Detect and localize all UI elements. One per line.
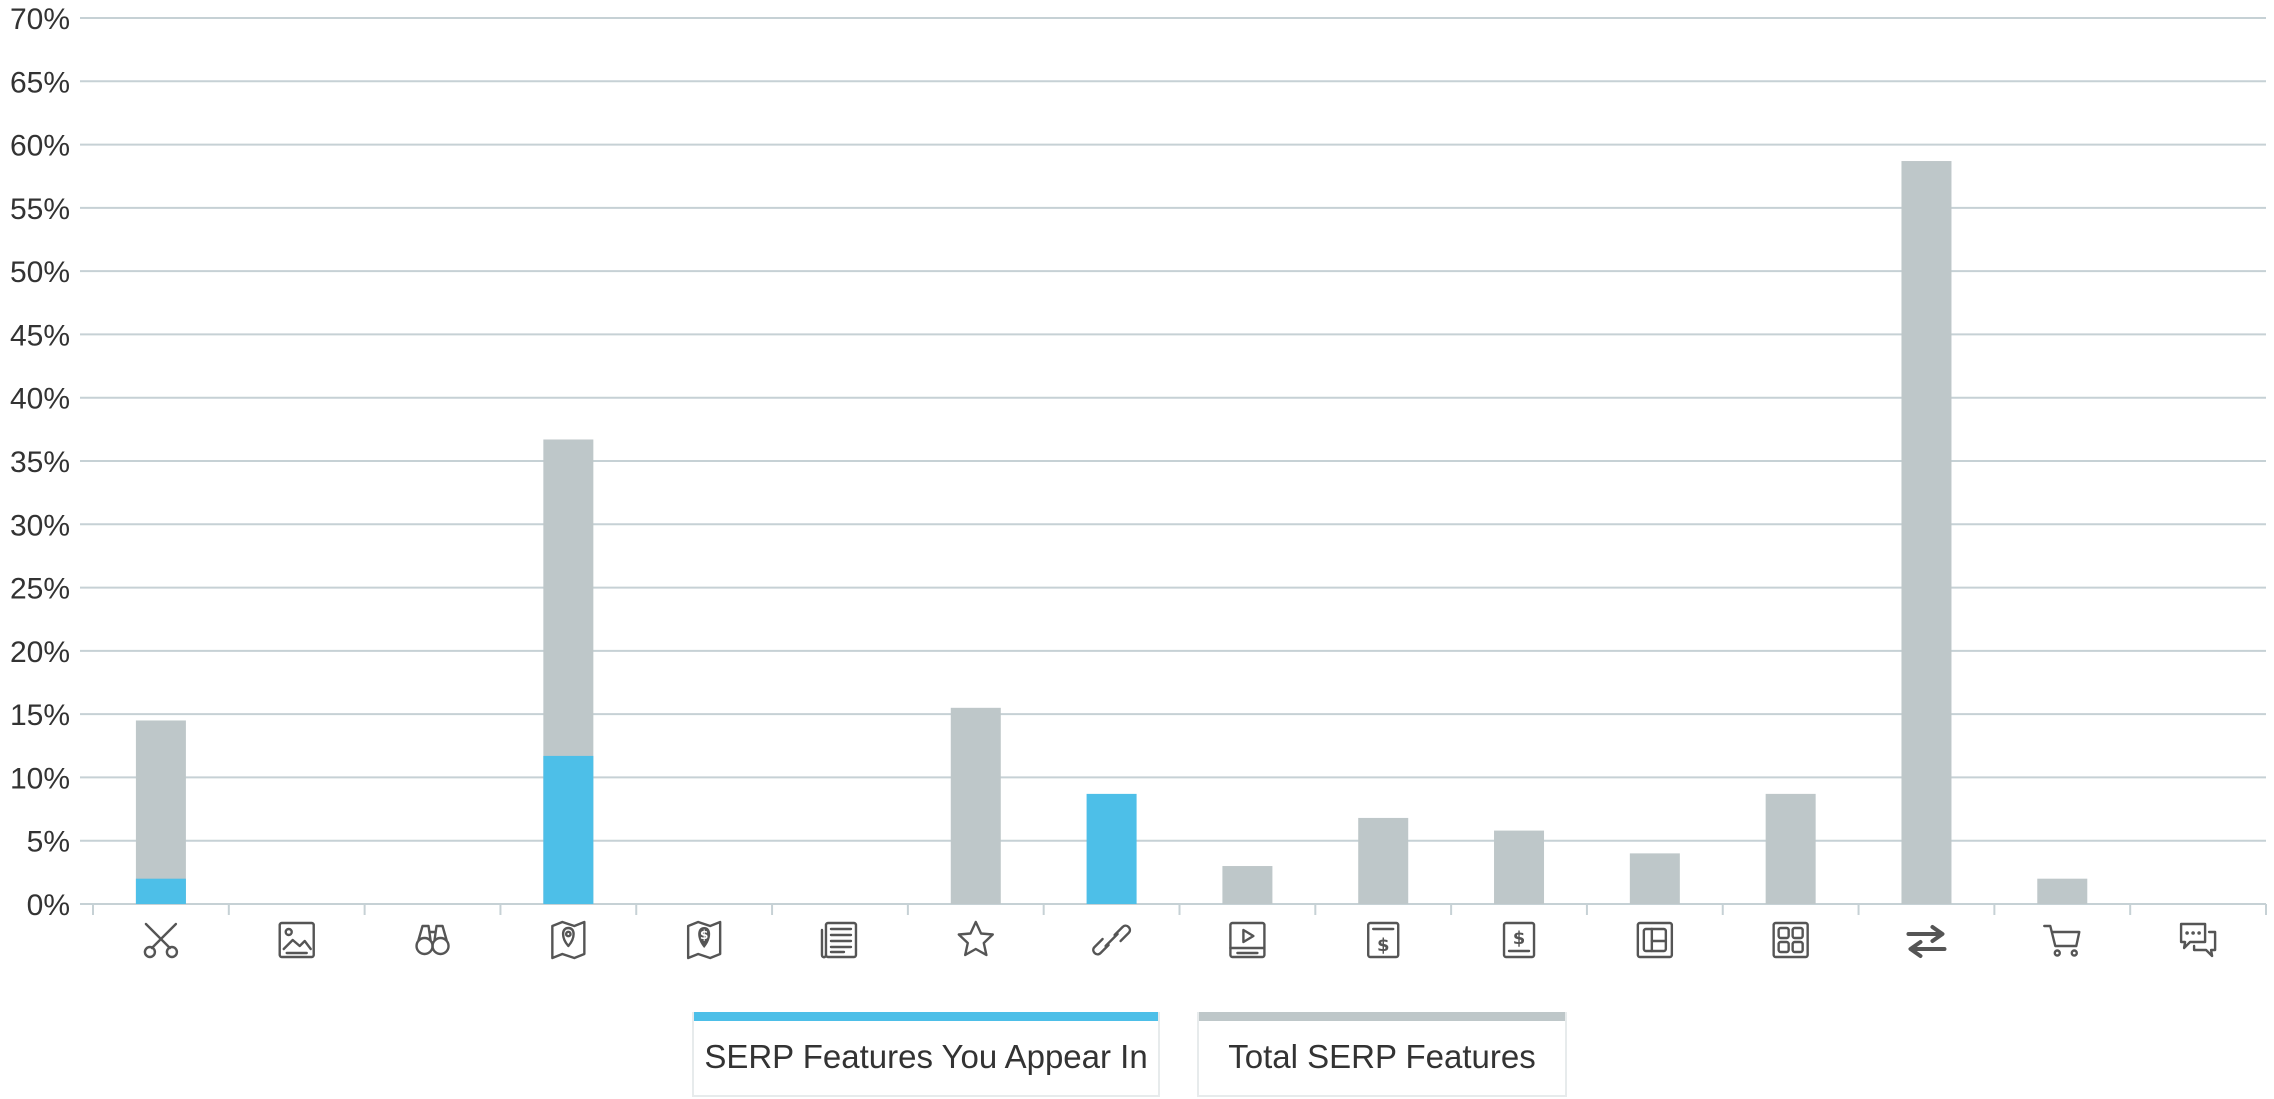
y-tick-label: 55% xyxy=(10,193,70,226)
y-tick-label: 60% xyxy=(10,130,70,163)
grid-lines xyxy=(80,17,2266,905)
bar-total xyxy=(950,707,1001,904)
map-dollar-icon: $ xyxy=(686,920,722,960)
bar-total xyxy=(135,720,186,904)
y-tick-label: 25% xyxy=(10,573,70,606)
ad-top-icon: $ xyxy=(1367,921,1400,959)
binoculars-icon xyxy=(415,924,450,956)
svg-text:$: $ xyxy=(700,928,708,942)
grid-icon xyxy=(1772,921,1809,959)
bar-total xyxy=(1222,866,1273,904)
scissors-icon xyxy=(143,922,179,959)
bar-total xyxy=(1901,161,1952,905)
bar-total xyxy=(1494,830,1545,904)
x-axis-icons: $ $ $ xyxy=(143,920,2217,960)
bar-total xyxy=(1629,853,1680,904)
map-pin-icon xyxy=(551,920,586,960)
chat-icon xyxy=(2179,922,2217,958)
y-tick-label: 15% xyxy=(10,699,70,732)
exchange-icon xyxy=(1906,925,1947,958)
bars xyxy=(135,161,2088,905)
bar-appear xyxy=(135,878,186,904)
y-tick-label: 30% xyxy=(10,509,70,542)
y-tick-label: 10% xyxy=(10,762,70,795)
y-tick-label: 35% xyxy=(10,446,70,479)
x-axis xyxy=(92,904,2267,915)
y-tick-label: 65% xyxy=(10,66,70,99)
y-tick-label: 40% xyxy=(10,383,70,416)
ad-bottom-icon: $ xyxy=(1502,921,1536,959)
y-tick-label: 5% xyxy=(27,826,70,859)
image-icon xyxy=(278,921,315,959)
bar-total xyxy=(1358,817,1409,904)
cart-icon xyxy=(2043,924,2081,957)
legend-swatch-total xyxy=(1199,1012,1565,1021)
y-axis-labels: 0% 5% 10% 15% 20% 25% 30% 35% 40% 45% 50% 55% 60% 65%… xyxy=(10,3,70,922)
serp-features-chart: 0% 5% 10% 15% 20% 25% 30% 35% 40% 45% 50% 55% 60% 65%… xyxy=(10,3,2267,960)
panel-icon xyxy=(1636,921,1674,959)
y-tick-label: 45% xyxy=(10,319,70,352)
y-tick-label: 70% xyxy=(10,3,70,36)
y-tick-label: 20% xyxy=(10,636,70,669)
legend-label-appear: SERP Features You Appear In xyxy=(704,1038,1148,1075)
y-tick-label: 50% xyxy=(10,256,70,289)
svg-text:$: $ xyxy=(1513,928,1526,949)
bar-total xyxy=(1765,793,1816,904)
bar-total xyxy=(2037,878,2088,904)
legend-item-appear[interactable]: SERP Features You Appear In xyxy=(692,1012,1160,1097)
link-icon xyxy=(1092,924,1132,956)
newspaper-icon xyxy=(820,921,858,959)
star-icon xyxy=(957,920,994,957)
legend-label-total: Total SERP Features xyxy=(1228,1038,1536,1075)
video-icon xyxy=(1229,921,1266,959)
y-tick-label: 0% xyxy=(27,889,70,922)
legend-swatch-appear xyxy=(694,1012,1158,1021)
legend-item-total[interactable]: Total SERP Features xyxy=(1197,1012,1567,1097)
bar-appear xyxy=(543,755,594,904)
bar-appear xyxy=(1086,793,1137,904)
svg-text:$: $ xyxy=(1377,935,1390,956)
